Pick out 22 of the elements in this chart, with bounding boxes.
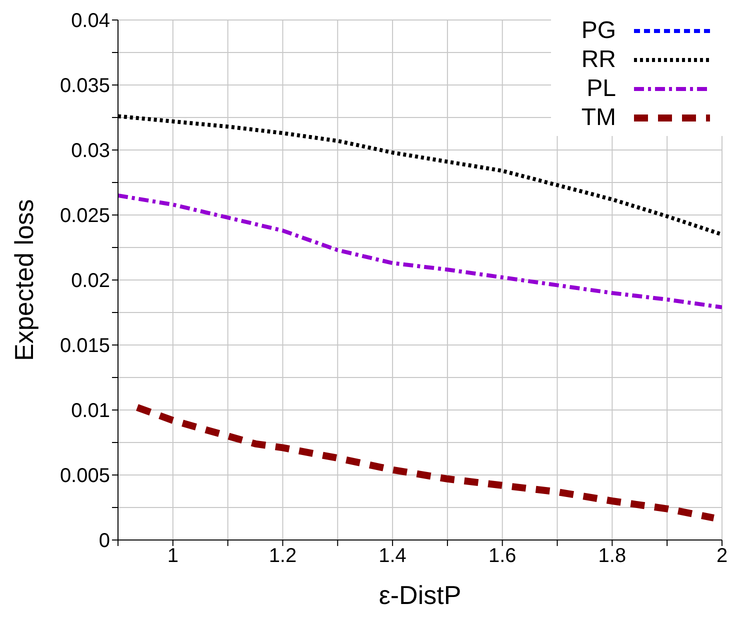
legend-label: RR xyxy=(581,46,616,74)
legend-label: TM xyxy=(581,104,616,132)
y-tick-label: 0.03 xyxy=(71,140,110,162)
line-series xyxy=(118,194,722,310)
x-tick-label: 2 xyxy=(716,545,728,568)
y-tick-label: 0.015 xyxy=(60,335,110,358)
x-tick-label: 1.2 xyxy=(268,545,297,568)
y-tick-label: 0.01 xyxy=(71,400,110,422)
x-tick-label: 1.4 xyxy=(378,545,406,568)
x-tick-label: 1.6 xyxy=(488,545,516,568)
y-tick-label: 0.035 xyxy=(60,75,110,98)
y-axis-title: Expected loss xyxy=(9,199,40,361)
x-axis-title: ε-DistP xyxy=(378,580,462,610)
y-tick-label: 0.005 xyxy=(60,465,110,488)
legend-label: PL xyxy=(586,74,616,102)
y-tick-label: 0.02 xyxy=(71,270,110,292)
y-tick-label: 0 xyxy=(98,530,110,552)
x-tick-label: 1.8 xyxy=(598,545,626,568)
y-tick-label: 0.025 xyxy=(60,205,110,228)
y-tick-label: 0.04 xyxy=(71,10,110,32)
x-tick-label: 1 xyxy=(167,545,178,568)
legend-label: PG xyxy=(581,16,616,44)
